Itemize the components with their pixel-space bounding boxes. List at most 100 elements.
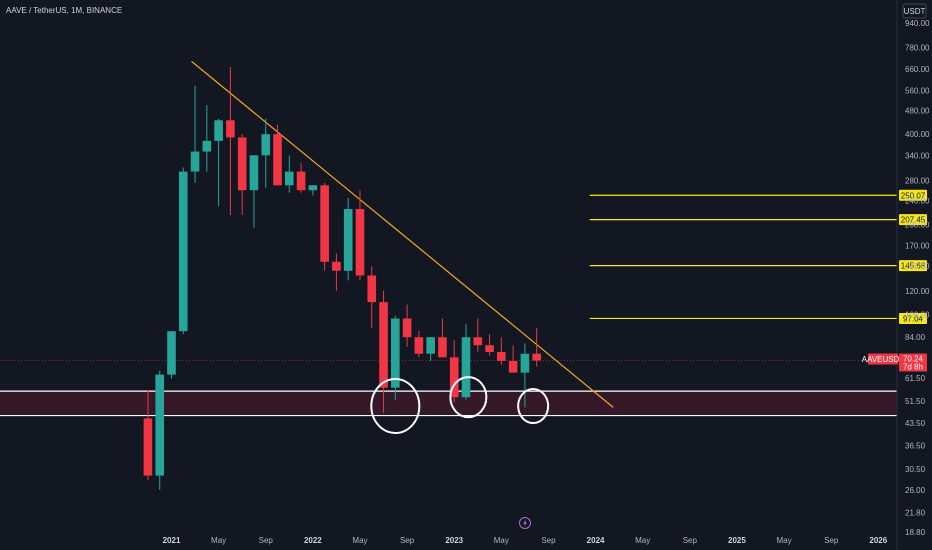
candle-3[interactable] [178, 167, 188, 335]
candle-18[interactable] [355, 190, 365, 281]
candle-17[interactable] [343, 197, 353, 281]
candle-28[interactable] [473, 318, 483, 352]
y-tick-label: 200.00 [905, 220, 930, 229]
candle-20[interactable] [379, 290, 388, 413]
candle-31[interactable] [508, 345, 518, 373]
candle-body [497, 351, 506, 361]
candle-13[interactable] [296, 163, 306, 193]
x-tick-label: 2022 [304, 536, 322, 545]
candle-15[interactable] [320, 182, 329, 271]
x-tick-label: May [635, 536, 650, 545]
circle-annotation-0[interactable] [370, 378, 421, 435]
y-tick-label: 170.00 [905, 242, 930, 251]
candle-4[interactable] [190, 85, 200, 183]
candle-body [190, 151, 200, 172]
candle-30[interactable] [497, 337, 506, 365]
candle-24[interactable] [426, 337, 435, 361]
x-tick-label: May [211, 536, 226, 545]
level-label-box-0 [899, 189, 927, 201]
candle-27[interactable] [461, 323, 471, 400]
candle-9[interactable] [249, 155, 259, 228]
y-tick-label: 51.50 [905, 397, 926, 406]
candle-16[interactable] [332, 253, 341, 291]
candle-body [461, 337, 471, 398]
level-label-box-3 [899, 312, 927, 324]
level-label-2: 145.68 [901, 262, 926, 271]
circle-annotation-1[interactable] [449, 376, 488, 419]
y-tick-label: 480.00 [905, 106, 930, 115]
y-tick-label: 120.00 [905, 287, 930, 296]
symbol-title: AAVE / TetherUS, 1M, BINANCE [6, 6, 122, 15]
y-tick-label: 61.50 [905, 374, 926, 383]
candle-5[interactable] [202, 105, 212, 172]
candle-body [520, 353, 530, 373]
y-tick-label: 660.00 [905, 65, 930, 74]
candle-12[interactable] [285, 155, 294, 193]
candle-22[interactable] [402, 304, 412, 347]
candle-11[interactable] [273, 124, 282, 186]
candle-body [391, 318, 400, 388]
current-price-countdown: 7d 8h [903, 363, 923, 372]
y-tick-label: 340.00 [905, 151, 930, 160]
candle-14[interactable] [308, 185, 318, 196]
candle-body [508, 360, 518, 373]
candle-10[interactable] [261, 118, 271, 188]
candle-body [249, 155, 259, 191]
candle-33[interactable] [532, 328, 541, 367]
candle-2[interactable] [167, 331, 176, 379]
candle-body [367, 275, 377, 303]
x-tick-label: Sep [259, 536, 274, 545]
y-tick-label: 30.50 [905, 465, 926, 474]
candle-body [355, 209, 365, 276]
y-tick-label: 36.50 [905, 442, 926, 451]
candle-25[interactable] [438, 318, 447, 358]
candle-body [449, 357, 459, 398]
y-tick-label: 84.00 [905, 333, 926, 342]
candle-8[interactable] [237, 134, 247, 215]
candle-body [402, 318, 412, 338]
current-price-symbol-box [868, 353, 898, 365]
x-tick-label: 2026 [869, 536, 887, 545]
candle-body [214, 120, 223, 141]
candle-23[interactable] [414, 331, 424, 358]
lightning-icon[interactable] [519, 517, 531, 529]
x-tick-label: Sep [683, 536, 698, 545]
candle-body [226, 120, 235, 138]
candle-body [485, 345, 494, 352]
y-tick-label: 240.00 [905, 197, 930, 206]
candle-body [379, 302, 388, 388]
candle-32[interactable] [520, 343, 530, 408]
candle-1[interactable] [155, 370, 165, 490]
level-label-0: 250.07 [901, 191, 926, 200]
circle-annotation-2[interactable] [517, 388, 550, 425]
current-price-symbol: AAVEUSDT [862, 355, 905, 364]
candle-29[interactable] [485, 334, 494, 356]
y-tick-label: 26.00 [905, 486, 926, 495]
candle-0[interactable] [143, 389, 153, 481]
candle-body [343, 209, 353, 271]
candle-body [167, 331, 176, 375]
candle-body [237, 137, 247, 191]
candle-21[interactable] [391, 315, 400, 400]
candle-body [438, 337, 447, 358]
candle-body [178, 171, 188, 332]
currency-label: USDT [904, 7, 926, 16]
support-zone[interactable] [0, 391, 897, 416]
currency-button[interactable]: USDT [902, 3, 927, 19]
level-label-box-1 [899, 214, 927, 226]
level-label-box-2 [899, 260, 927, 272]
candle-6[interactable] [214, 118, 223, 207]
candle-body [532, 353, 541, 361]
current-price-box [899, 353, 927, 372]
x-tick-label: 2025 [728, 536, 746, 545]
level-label-1: 207.45 [901, 216, 926, 225]
candle-7[interactable] [226, 67, 235, 215]
descending-trendline[interactable] [191, 60, 614, 408]
candle-body [296, 171, 306, 191]
x-tick-label: Sep [541, 536, 556, 545]
candle-body [426, 337, 435, 354]
candle-26[interactable] [449, 340, 459, 403]
candle-body [473, 337, 483, 346]
candle-19[interactable] [367, 266, 377, 329]
